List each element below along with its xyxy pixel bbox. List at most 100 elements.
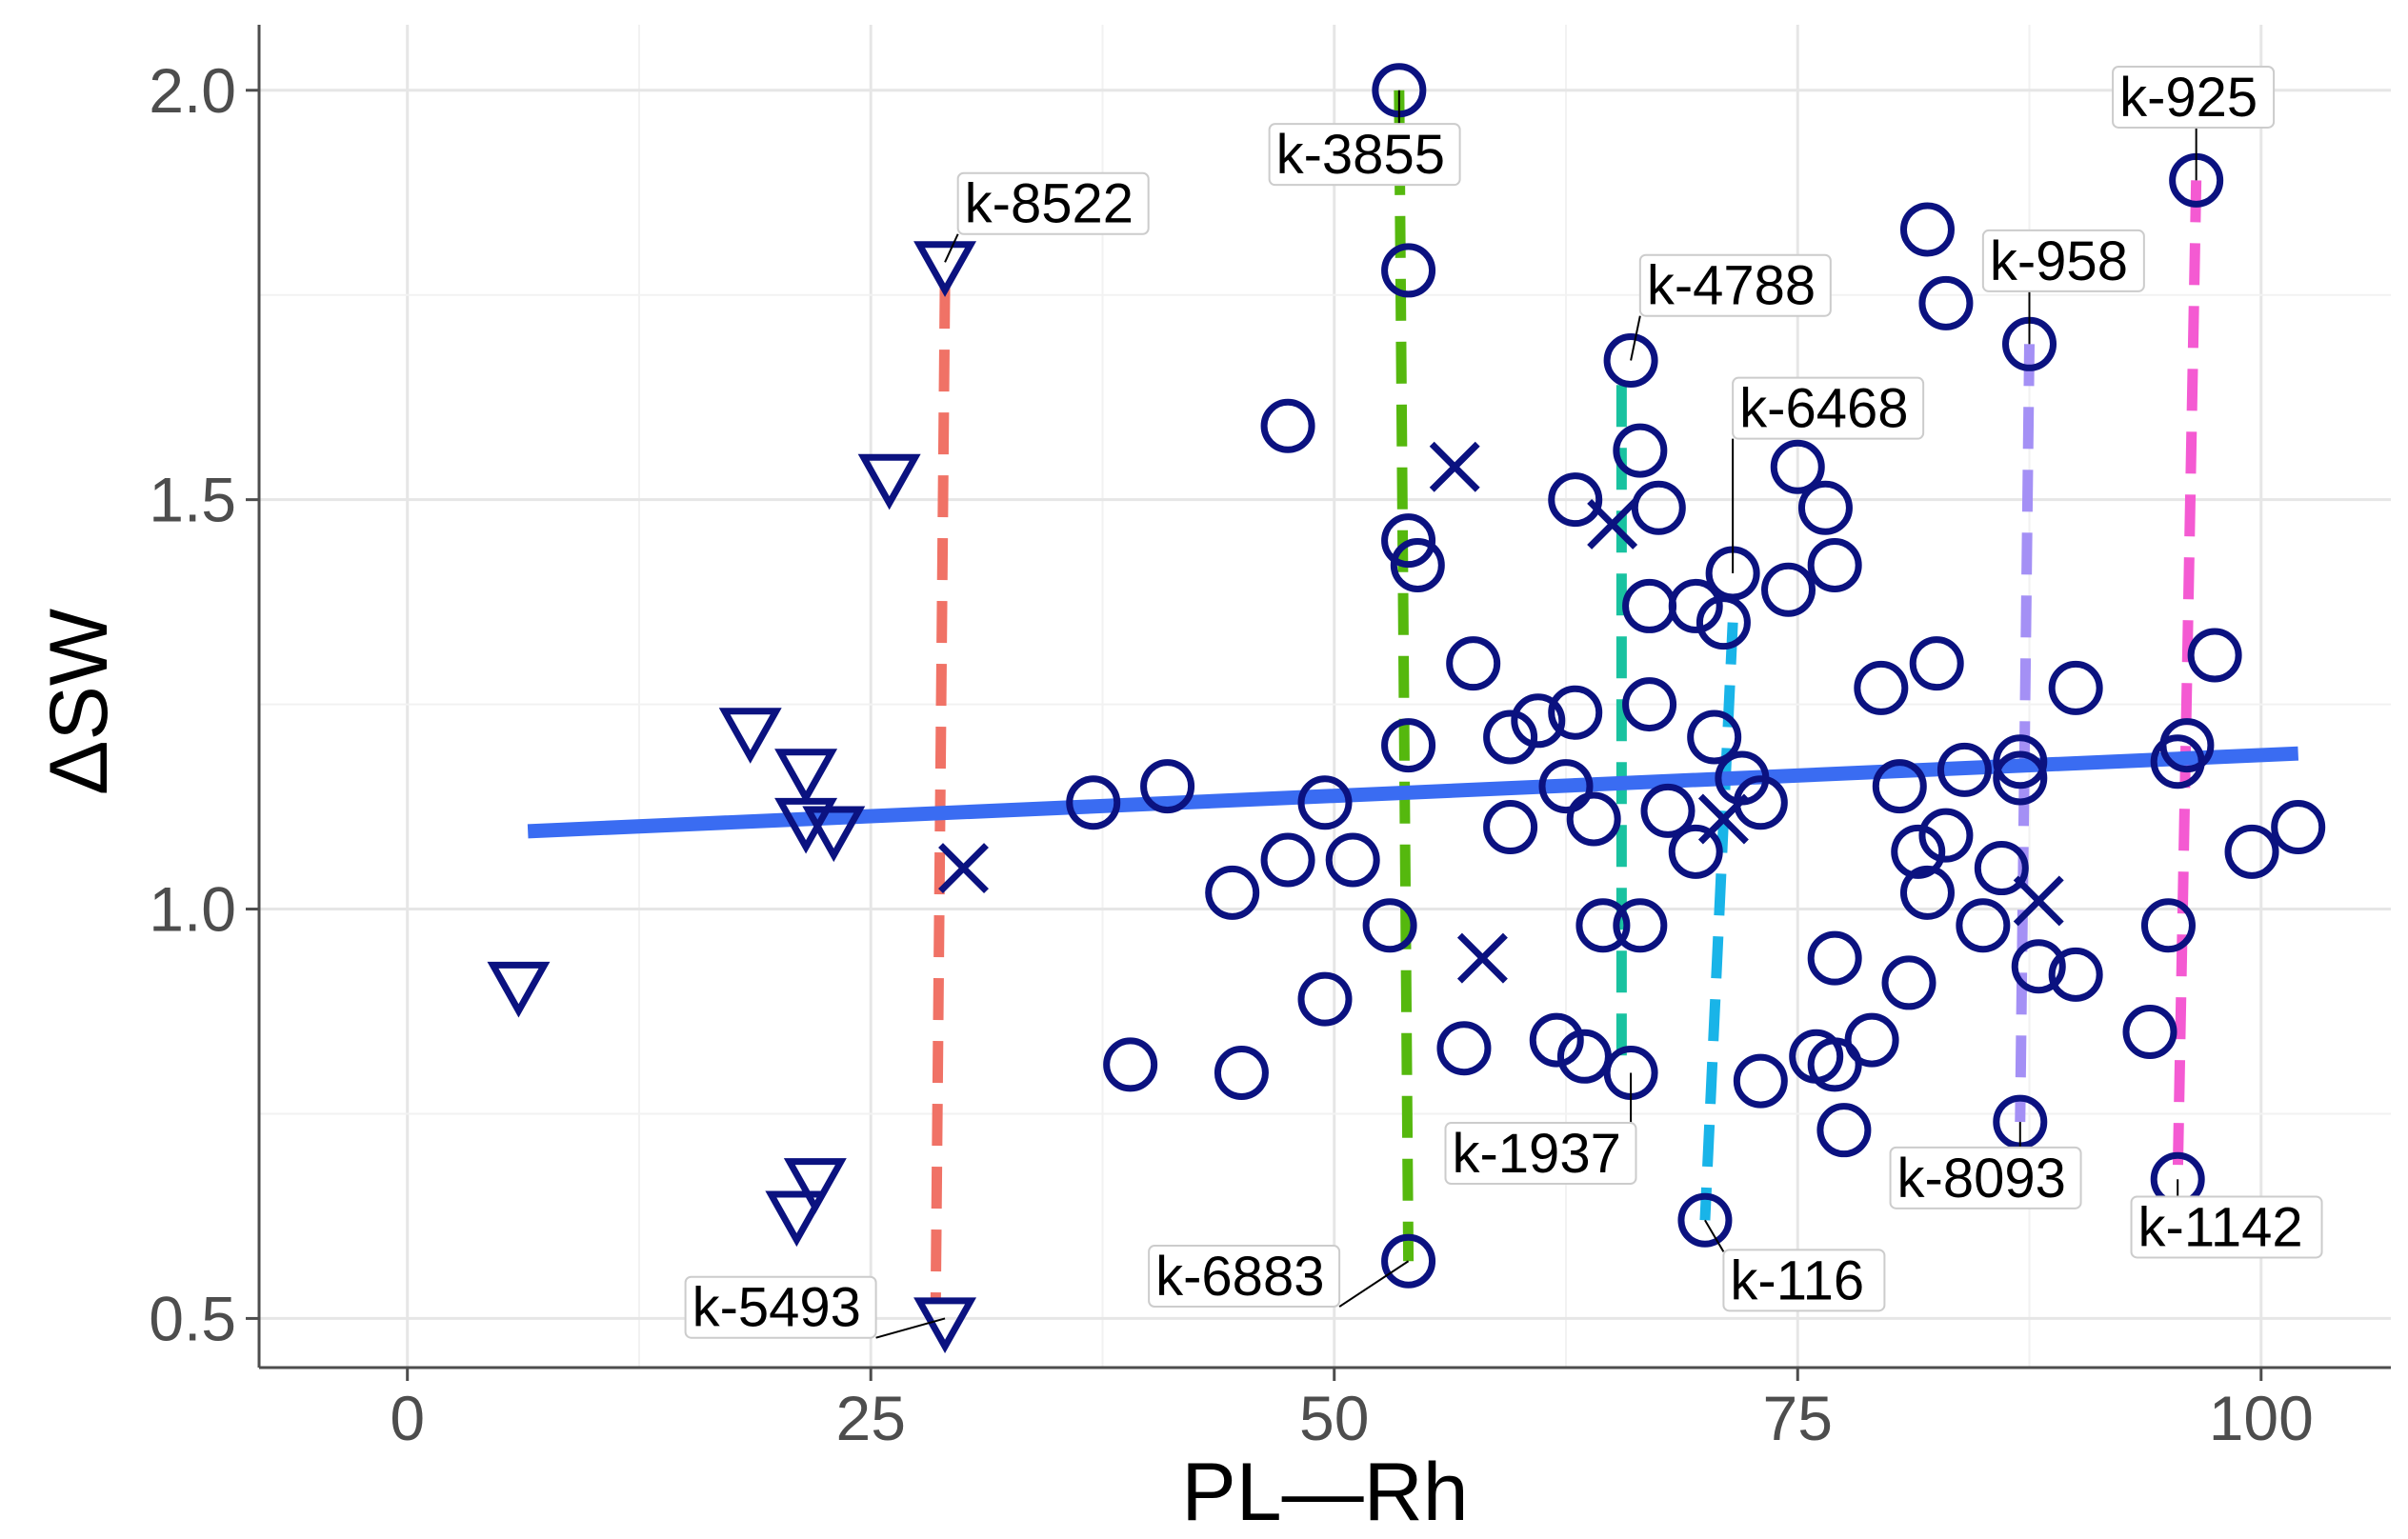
circle-point <box>1993 750 2048 806</box>
annotation-box <box>1268 123 1461 187</box>
annotation-box <box>1638 253 1832 317</box>
annotation-label: k-1142 <box>2130 1179 2323 1259</box>
annotation-leader <box>1338 1260 1410 1308</box>
circle-point <box>1436 1021 1492 1076</box>
y-tick-label: 0.5 <box>149 1283 236 1353</box>
circle-point <box>2140 898 2196 953</box>
circle-point <box>1538 759 1594 814</box>
circle-point <box>1899 202 1955 257</box>
circle-point <box>1297 775 1353 830</box>
circle-point <box>1733 775 1788 830</box>
triangle-point <box>802 806 866 863</box>
annotation-label: k-1937 <box>1444 1072 1637 1186</box>
circle-point <box>1761 562 1816 617</box>
circle-point <box>1381 718 1436 773</box>
annotation-text: k-958 <box>1990 230 2128 292</box>
circle-point <box>1797 480 1853 535</box>
y-axis-title: ΔSW <box>33 609 125 795</box>
dashed-segment <box>2015 344 2036 1123</box>
annotation-label: k-5493 <box>684 1275 946 1339</box>
annotation-box <box>684 1275 877 1339</box>
x-tick-label: 100 <box>2209 1383 2314 1453</box>
data-points <box>487 63 2326 1353</box>
circle-point <box>1668 578 1723 633</box>
y-tick-label: 1.0 <box>149 874 236 945</box>
annotation-box <box>956 171 1150 235</box>
circle-point <box>1381 1233 1436 1289</box>
annotation-leader <box>875 1317 946 1339</box>
circle-point <box>1807 930 1862 986</box>
circle-point <box>1807 537 1862 592</box>
circle-point <box>1529 1012 1584 1068</box>
circle-point <box>1770 439 1825 494</box>
circle-point <box>1844 1012 1899 1068</box>
circle-point <box>1446 636 1501 691</box>
circle-point <box>1260 832 1315 888</box>
cross-point <box>2013 875 2064 927</box>
annotation-label: k-6883 <box>1148 1245 1410 1309</box>
circle-point <box>1733 1053 1788 1109</box>
annotation-text: k-116 <box>1730 1249 1864 1311</box>
annotation-box <box>1148 1245 1341 1309</box>
x-tick-label: 0 <box>390 1383 425 1453</box>
x-axis-title: PL—Rh <box>1181 1447 1468 1538</box>
circle-point <box>1103 1037 1158 1092</box>
circle-point <box>1575 898 1631 953</box>
annotation-box <box>2130 1195 2323 1259</box>
circle-point <box>1956 898 2011 953</box>
annotation-text: k-4788 <box>1647 255 1816 317</box>
circle-point <box>1807 1037 1862 1092</box>
y-tick-label: 2.0 <box>149 55 236 126</box>
triangle-point <box>857 453 921 510</box>
circle-point <box>1548 472 1603 528</box>
circle-point <box>1613 898 1668 953</box>
circle-point <box>1297 971 1353 1027</box>
circle-point <box>2271 800 2326 855</box>
circle-point <box>1891 824 1946 879</box>
circle-point <box>2011 939 2066 994</box>
triangle-point <box>783 1158 847 1214</box>
circle-point <box>2048 660 2103 715</box>
annotation-text: k-6883 <box>1155 1246 1324 1308</box>
circle-point <box>1381 513 1436 569</box>
x-tick-label: 75 <box>1763 1383 1833 1453</box>
circle-point <box>1622 677 1677 732</box>
x-tick-label: 25 <box>835 1383 905 1453</box>
circle-point <box>1854 660 1909 715</box>
annotation-box <box>1722 1249 1886 1312</box>
circle-point <box>1603 333 1658 388</box>
circle-point <box>2048 947 2103 1002</box>
annotation-label: k-6468 <box>1732 376 1925 574</box>
axis-lines <box>257 25 2391 1369</box>
triangle-point <box>765 1190 829 1248</box>
circle-point <box>1390 537 1445 592</box>
circle-point <box>1677 1192 1733 1248</box>
circle-point <box>1214 1045 1269 1100</box>
annotation-leader <box>944 233 959 263</box>
annotation-box <box>1732 376 1925 440</box>
annotation-text: k-1142 <box>2138 1196 2303 1258</box>
circle-point <box>1974 841 2029 896</box>
circle-point <box>2159 718 2215 773</box>
circle-point <box>1687 710 1742 765</box>
annotation-label: k-925 <box>2112 65 2276 181</box>
dashed-segment <box>1699 622 1738 1221</box>
circle-point <box>1066 775 1121 830</box>
annotation-text: k-5493 <box>692 1277 861 1339</box>
circle-point <box>1993 734 2048 789</box>
circle-point <box>1668 824 1723 879</box>
circle-point <box>1640 783 1696 838</box>
dashed-segment <box>2172 180 2202 1180</box>
annotation-text: k-925 <box>2119 67 2258 129</box>
point-annotations: k-8522 k-3855 k-4788 k-6468 k-958 k-925 k-5493… <box>684 65 2323 1339</box>
annotation-label: k-958 <box>1981 229 2145 345</box>
circle-point <box>1881 955 1936 1010</box>
circle-point <box>2122 1005 2177 1059</box>
circle-point <box>1483 800 1538 855</box>
annotation-box <box>1981 229 2145 292</box>
annotation-label: k-4788 <box>1630 253 1832 361</box>
circle-point <box>1918 275 1974 330</box>
dashed-segment <box>1394 90 1415 1262</box>
circle-point <box>1511 693 1566 749</box>
triangle-point <box>718 708 782 764</box>
